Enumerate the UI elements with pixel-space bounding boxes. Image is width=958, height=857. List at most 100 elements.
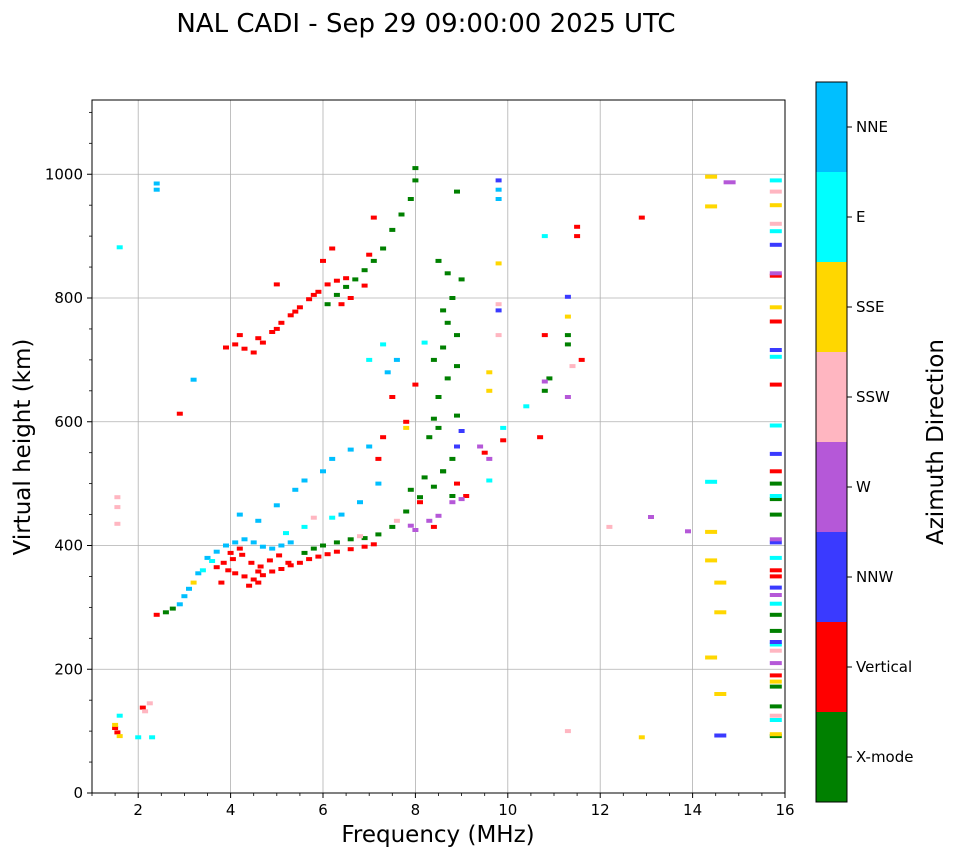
data-point — [495, 261, 502, 266]
data-point — [375, 481, 382, 486]
data-point — [495, 197, 502, 201]
data-point — [435, 258, 442, 263]
data-point — [320, 469, 326, 474]
data-point — [285, 560, 292, 565]
data-point — [370, 542, 377, 547]
data-point — [546, 376, 553, 381]
data-point — [149, 735, 156, 740]
data-point — [769, 178, 782, 183]
data-point — [324, 552, 331, 557]
data-point — [139, 705, 146, 710]
data-point — [218, 580, 225, 585]
data-point — [389, 395, 396, 399]
data-point — [458, 497, 465, 502]
data-point — [495, 178, 502, 183]
data-point — [407, 197, 414, 201]
data-point — [296, 305, 303, 310]
data-point — [310, 546, 317, 551]
data-point — [769, 273, 782, 278]
data-point — [232, 540, 239, 545]
data-point — [324, 282, 331, 287]
data-point — [361, 544, 368, 549]
data-point — [352, 277, 359, 282]
data-point — [366, 444, 373, 449]
data-point — [769, 593, 782, 597]
data-point — [232, 342, 239, 347]
data-point — [169, 606, 176, 611]
data-point — [269, 546, 276, 551]
data-point — [421, 475, 428, 480]
data-point — [347, 537, 354, 542]
data-point — [236, 333, 243, 338]
data-point — [769, 555, 782, 560]
data-point — [116, 713, 123, 718]
y-tick-label: 1000 — [45, 165, 83, 183]
data-point — [213, 565, 220, 570]
data-point — [769, 732, 782, 737]
series-nne — [153, 181, 502, 607]
data-point — [769, 469, 782, 474]
data-point — [292, 309, 299, 314]
colorbar-tick-label: NNE — [856, 118, 888, 136]
data-point — [495, 302, 502, 307]
data-point — [250, 540, 257, 545]
colorbar-label: Azimuth Direction — [923, 339, 949, 545]
data-point — [541, 234, 548, 239]
x-tick-label: 4 — [226, 801, 236, 819]
data-point — [324, 302, 331, 307]
data-point — [454, 481, 460, 486]
data-point — [638, 735, 645, 740]
data-point — [769, 540, 782, 545]
colorbar-swatch — [816, 262, 847, 352]
colorbar-frame — [815, 81, 848, 803]
data-point — [320, 543, 326, 548]
data-point — [454, 444, 460, 449]
data-point — [723, 180, 736, 185]
data-point — [564, 342, 571, 347]
data-point — [578, 357, 585, 362]
data-point — [343, 284, 350, 289]
data-point — [287, 313, 294, 318]
data-point — [278, 320, 285, 325]
data-point — [769, 574, 782, 579]
data-point — [769, 512, 782, 517]
colorbar-swatch — [816, 172, 847, 262]
data-point — [500, 438, 507, 443]
data-point — [705, 479, 718, 484]
data-point — [301, 524, 308, 529]
data-point — [454, 364, 460, 369]
data-point — [541, 388, 548, 393]
data-point — [306, 557, 313, 562]
data-point — [769, 684, 782, 689]
data-point — [440, 469, 447, 474]
data-point — [384, 370, 391, 375]
data-point — [421, 340, 428, 345]
data-point — [347, 547, 354, 552]
data-point — [246, 583, 253, 588]
data-point — [440, 308, 447, 313]
data-point — [199, 568, 206, 573]
grid-lines — [92, 100, 785, 793]
series-vertical — [112, 215, 782, 735]
data-point — [486, 370, 493, 375]
plot-background — [92, 100, 785, 793]
data-point — [153, 612, 160, 617]
data-point — [412, 178, 419, 183]
data-point — [426, 518, 433, 523]
plot-area: 2 4 6 8 10 12 14 16 0 200 400 600 800 1000 — [45, 99, 795, 819]
data-point — [315, 554, 322, 559]
data-point — [769, 601, 782, 606]
data-point — [361, 536, 368, 541]
data-point — [564, 333, 571, 338]
x-axis-label: Frequency (MHz) — [341, 822, 534, 848]
data-point — [257, 564, 264, 569]
data-point — [458, 277, 465, 282]
data-point — [343, 276, 350, 281]
data-point — [276, 553, 283, 558]
data-point — [412, 382, 419, 387]
data-point — [190, 377, 197, 382]
data-point — [259, 340, 266, 345]
data-point — [541, 379, 548, 384]
x-tick-label: 6 — [318, 801, 328, 819]
data-point — [477, 444, 484, 449]
